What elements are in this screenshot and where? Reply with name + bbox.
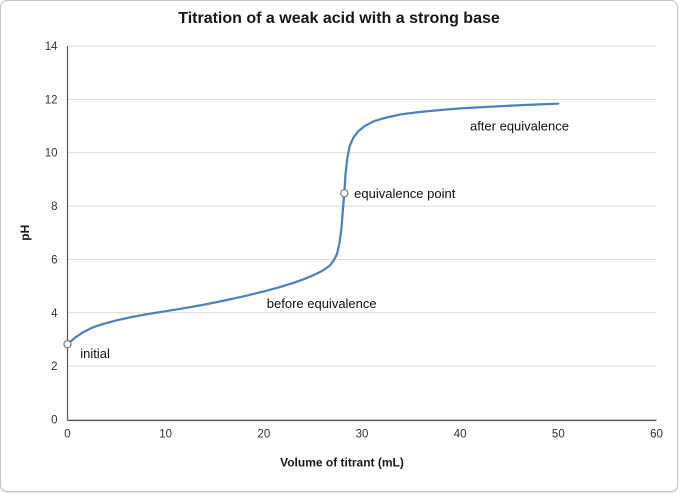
y-tick-label-12: 12	[45, 94, 58, 106]
x-tick-label-10: 10	[159, 429, 172, 441]
chart-title: Titration of a weak acid with a strong b…	[178, 10, 500, 27]
x-tick-label-40: 40	[454, 429, 467, 441]
x-tick-label-20: 20	[257, 429, 270, 441]
annotation-equivalence-point: equivalence point	[354, 186, 456, 201]
x-tick-label-50: 50	[552, 429, 565, 441]
titration-curve-line	[66, 102, 560, 346]
y-axis-title: pH	[18, 225, 32, 241]
y-tick-label-14: 14	[45, 41, 58, 53]
y-tick-label-6: 6	[51, 254, 57, 266]
y-tick-label-8: 8	[51, 201, 57, 213]
annotation-after-equivalence: after equivalence	[470, 119, 569, 134]
y-tick-label-0: 0	[51, 415, 57, 427]
x-tick-label-60: 60	[650, 429, 663, 441]
x-tick-label-0: 0	[64, 429, 70, 441]
x-tick-label-30: 30	[356, 429, 369, 441]
initial-point-marker	[63, 340, 72, 349]
equivalence-point-marker	[340, 189, 349, 198]
annotation-initial: initial	[80, 346, 110, 361]
y-tick-label-2: 2	[51, 361, 57, 373]
y-tick-label-10: 10	[45, 148, 58, 160]
y-tick-label-4: 4	[51, 308, 58, 320]
annotation-before-equivalence: before equivalence	[267, 296, 377, 311]
x-axis-title: Volume of titrant (mL)	[280, 456, 404, 470]
